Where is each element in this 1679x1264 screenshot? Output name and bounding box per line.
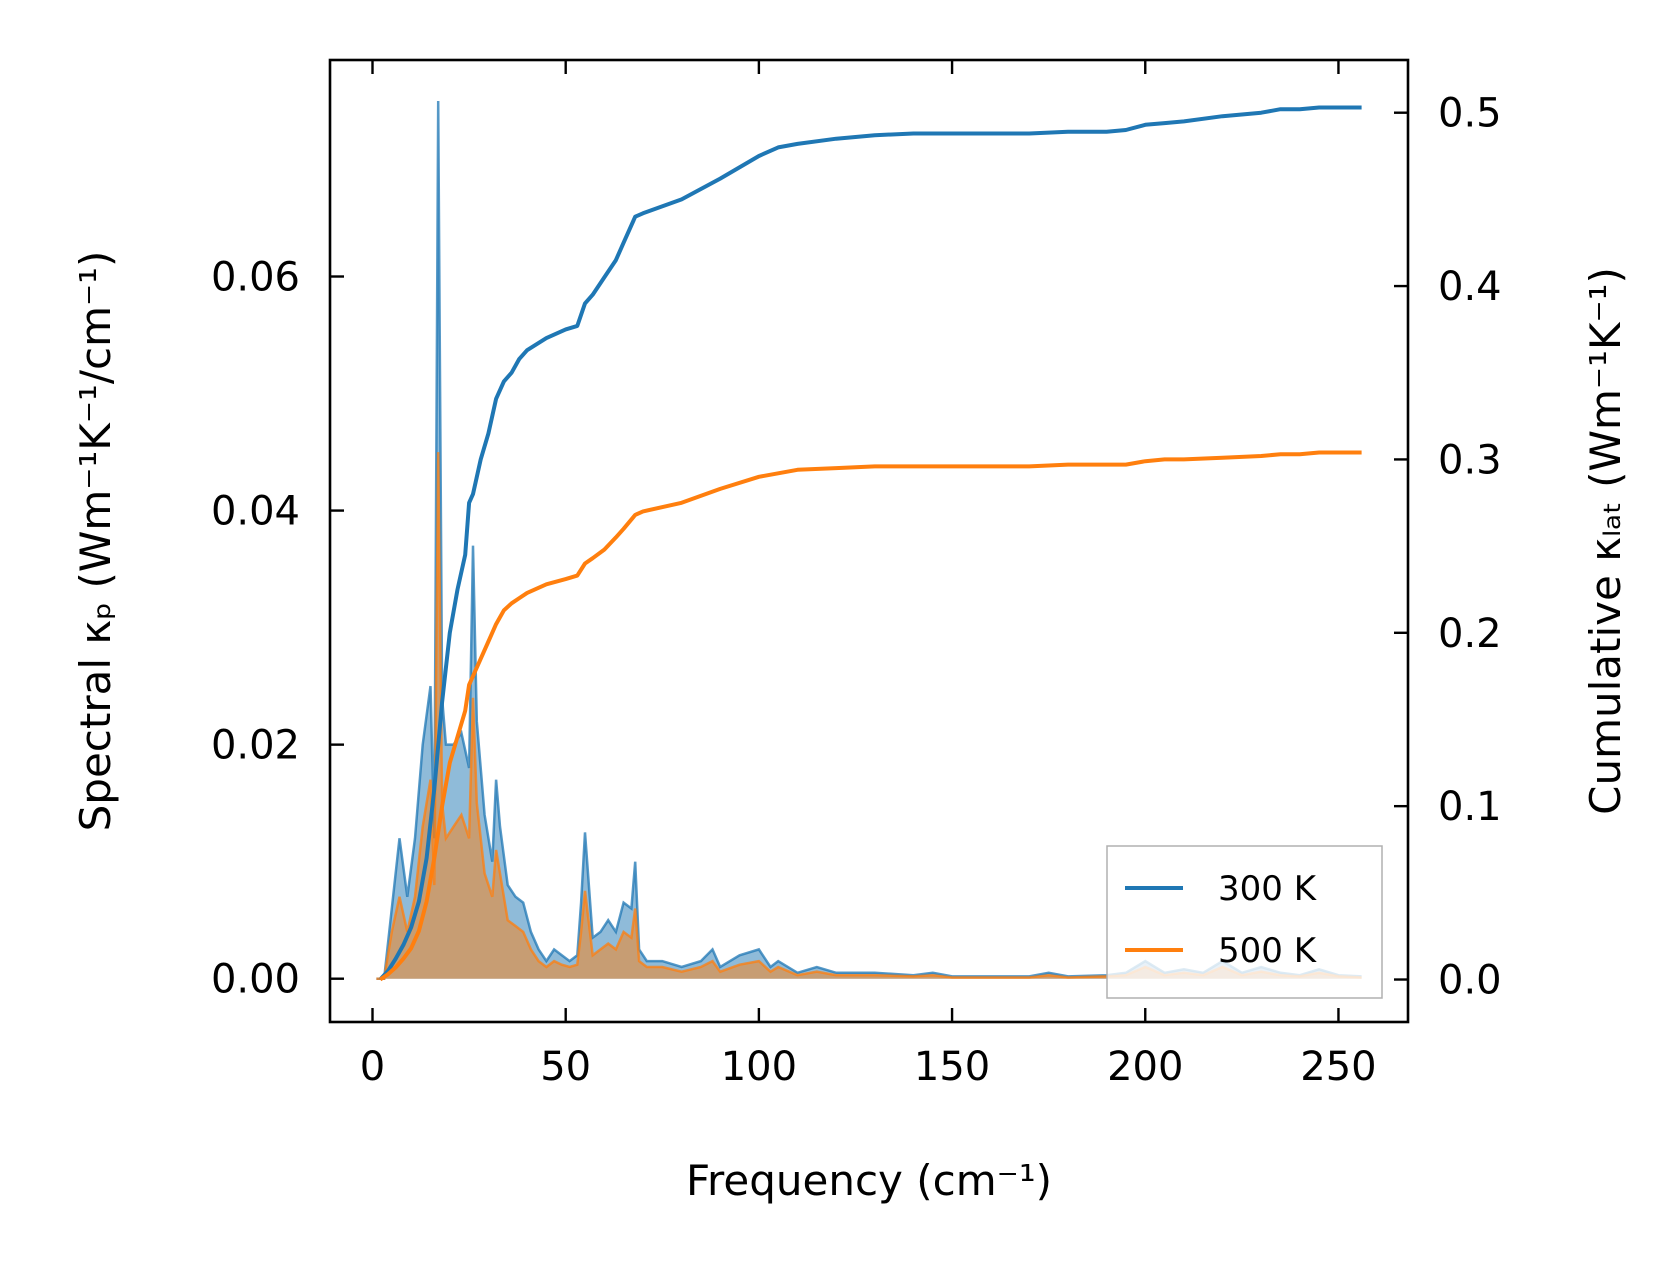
spectral-area-500k — [376, 452, 1362, 979]
right-y-tick-label: 0.1 — [1438, 784, 1502, 830]
tick-layer — [330, 60, 1408, 1022]
series-line-layer — [378, 105, 1362, 982]
left-y-tick-label: 0.00 — [211, 957, 300, 1003]
x-tick-label: 50 — [540, 1044, 591, 1090]
x-axis-title: Frequency (cm⁻¹) — [686, 1156, 1052, 1205]
right-y-tick-label: 0.4 — [1438, 264, 1502, 310]
right-y-tick-label: 0.5 — [1438, 91, 1502, 137]
left-y-tick-label: 0.02 — [211, 723, 300, 769]
right-y-tick-label: 0.0 — [1438, 958, 1502, 1004]
left-y-tick-label: 0.04 — [211, 489, 300, 535]
plot-frame — [328, 58, 1410, 1024]
x-tick-label: 200 — [1107, 1044, 1183, 1090]
cumulative-line-300k — [378, 105, 1362, 981]
tick-label-layer: 0 50 100 150 200 250 0.00 0.02 0.04 0.06 0.0 0.1 0.2… — [211, 91, 1502, 1090]
legend-box — [1106, 845, 1383, 999]
x-tick-label: 250 — [1300, 1044, 1376, 1090]
cumulative-line-500k — [379, 450, 1362, 982]
right-y-tick-label: 0.3 — [1438, 437, 1502, 483]
legend-label-300k: 300 K — [1218, 869, 1318, 909]
legend: 300 K 500 K — [1106, 845, 1383, 999]
left-y-axis-title: Spectral κₚ (Wm⁻¹K⁻¹/cm⁻¹) — [71, 251, 120, 832]
right-y-tick-label: 0.2 — [1438, 611, 1502, 657]
x-tick-label: 100 — [721, 1044, 797, 1090]
legend-label-500k: 500 K — [1218, 931, 1318, 971]
x-tick-label: 150 — [914, 1044, 990, 1090]
left-y-tick-label: 0.06 — [211, 255, 300, 301]
x-tick-label: 0 — [360, 1044, 385, 1090]
right-y-axis-title: Cumulative κₗₐₜ (Wm⁻¹K⁻¹) — [1581, 267, 1630, 815]
